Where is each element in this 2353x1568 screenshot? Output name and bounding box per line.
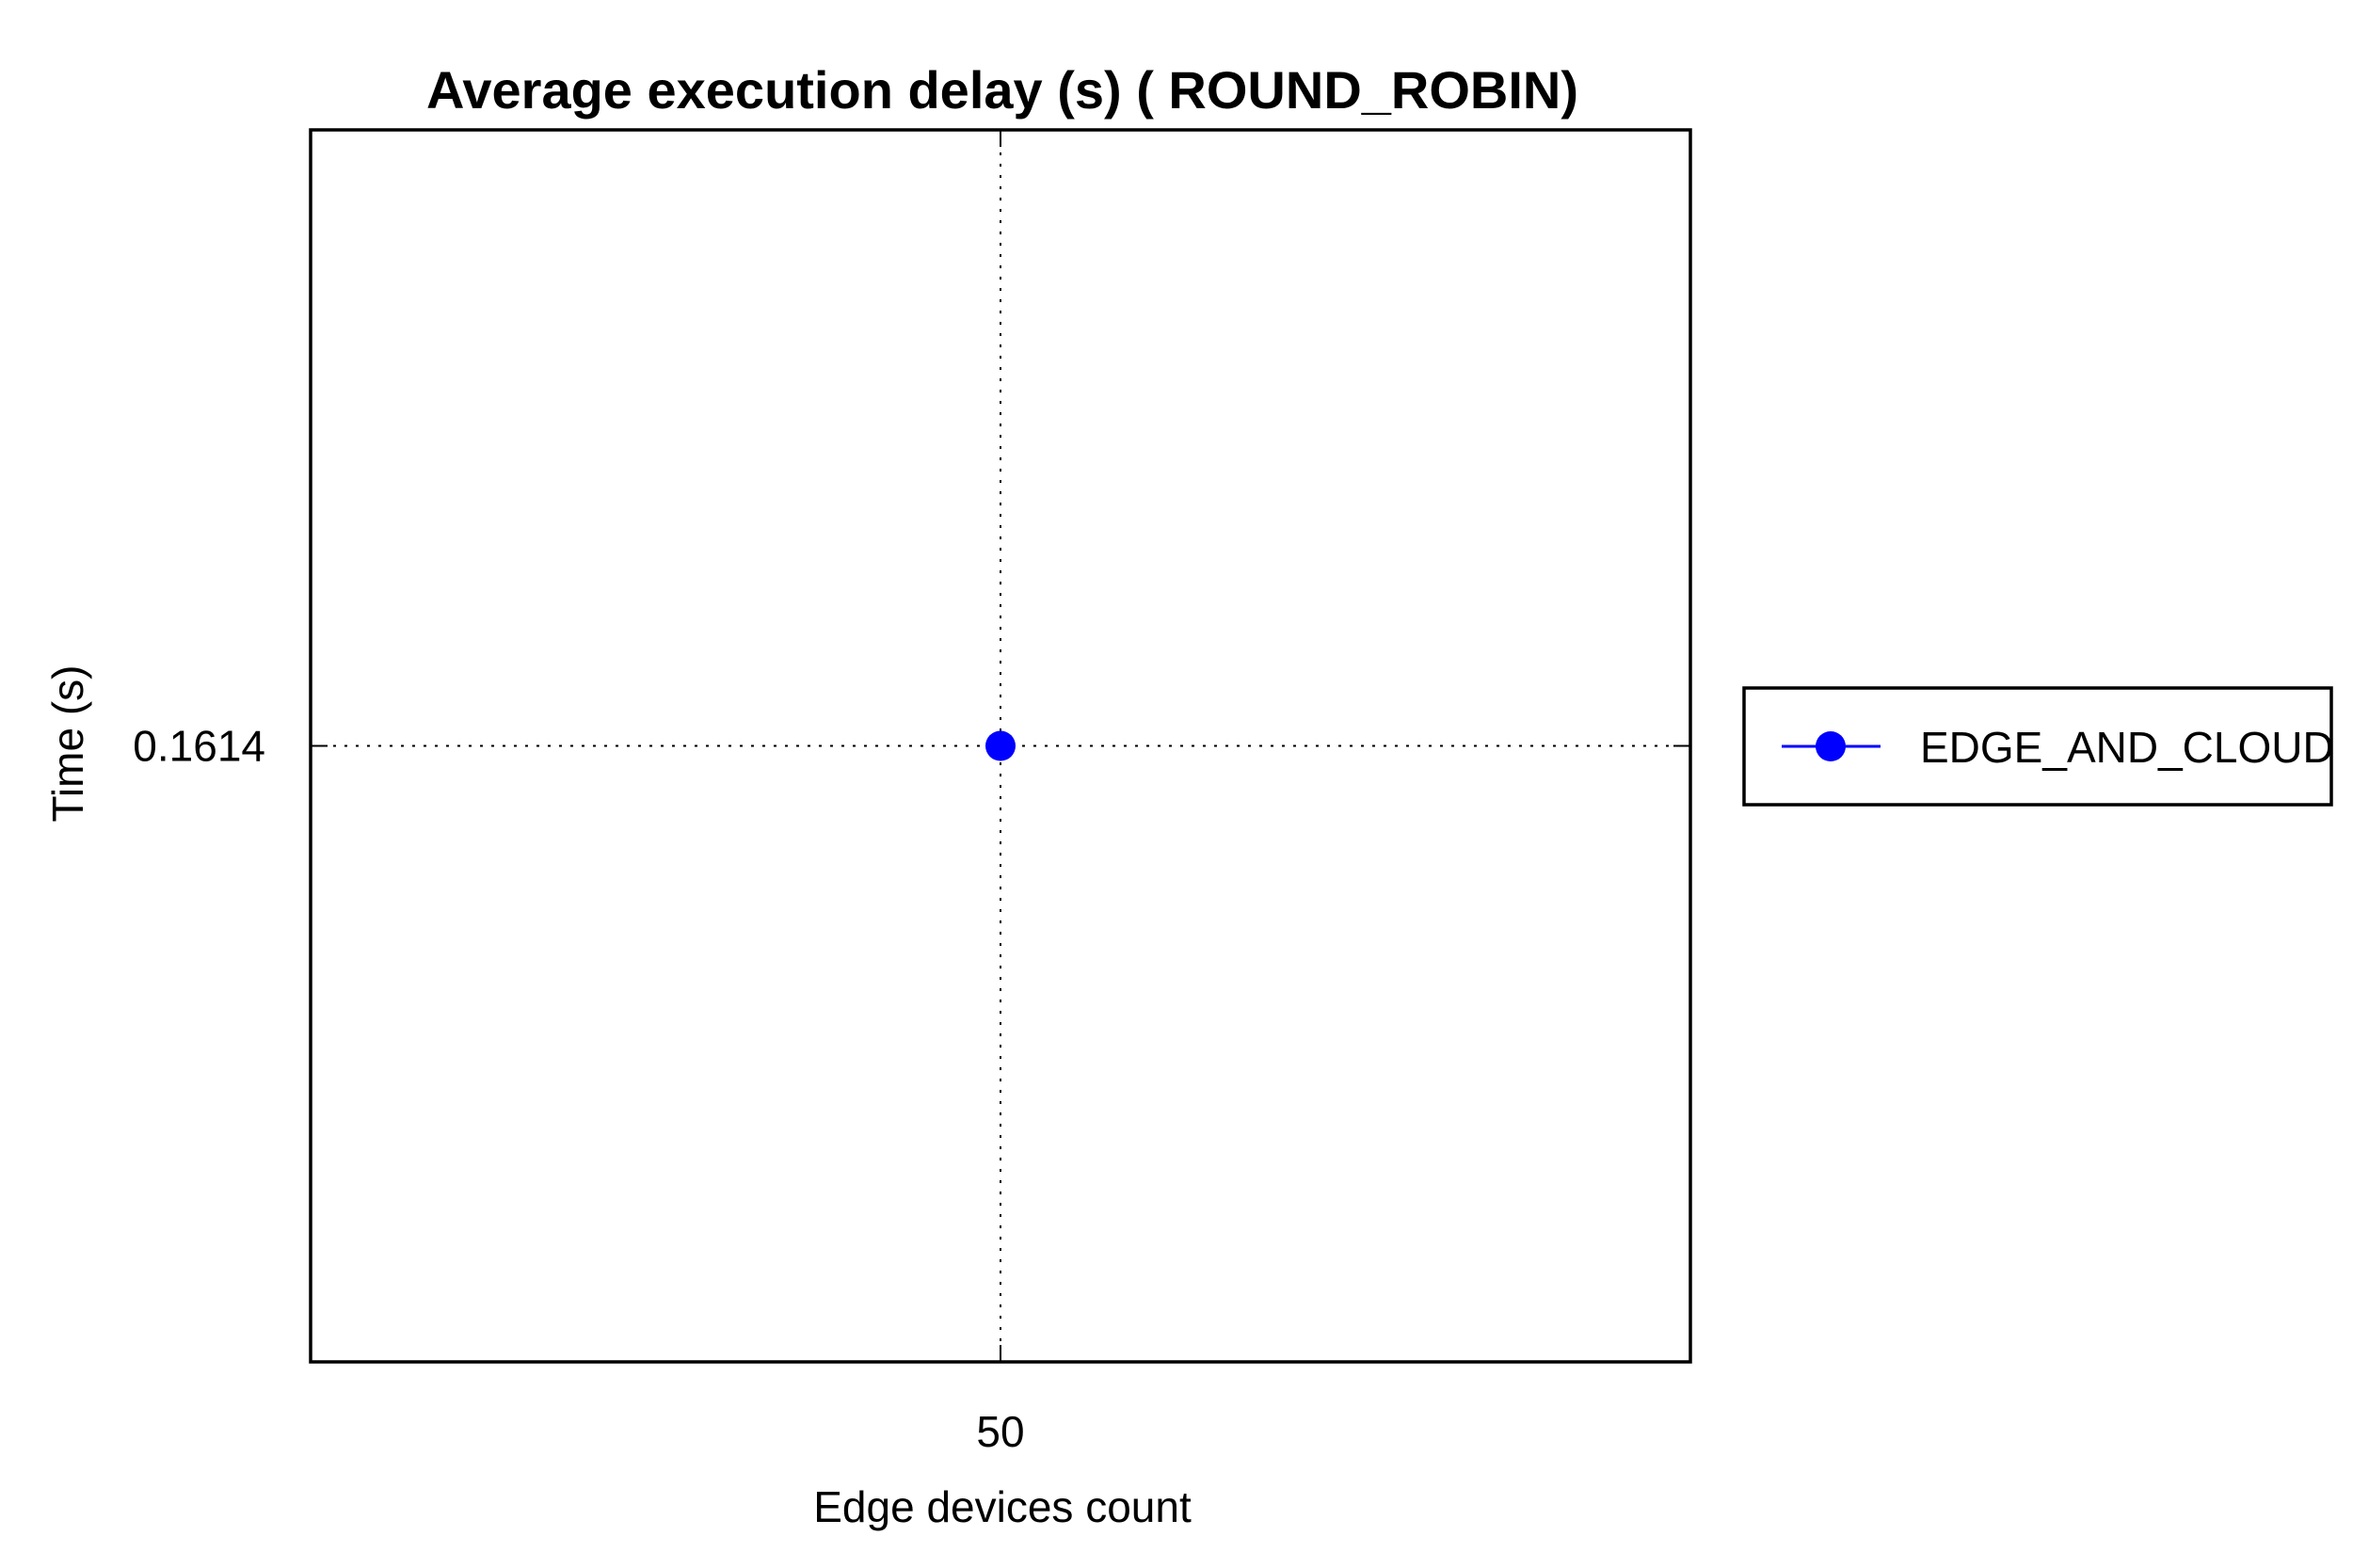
legend-marker-edge-and-cloud (1816, 731, 1846, 761)
x-axis-label: Edge devices count (813, 1482, 1192, 1531)
tick-labels: 50 0.1614 (133, 722, 1024, 1457)
y-axis-label: Time (s) (43, 665, 92, 823)
chart-title: Average execution delay (s) ( ROUND_ROBI… (426, 60, 1578, 120)
series-layer (985, 730, 1016, 761)
legend-box (1742, 686, 2333, 807)
y-tick-label: 0.1614 (133, 722, 265, 771)
legend: EDGE_AND_CLOUD (1742, 686, 2334, 807)
legend-label-edge-and-cloud: EDGE_AND_CLOUD (1920, 723, 2334, 772)
plot-frame (309, 128, 1692, 1364)
plot-area: 50 0.1614 (133, 128, 1692, 1457)
data-point (985, 730, 1016, 761)
x-tick-label: 50 (976, 1407, 1024, 1456)
axis-ticks (311, 130, 1690, 1362)
